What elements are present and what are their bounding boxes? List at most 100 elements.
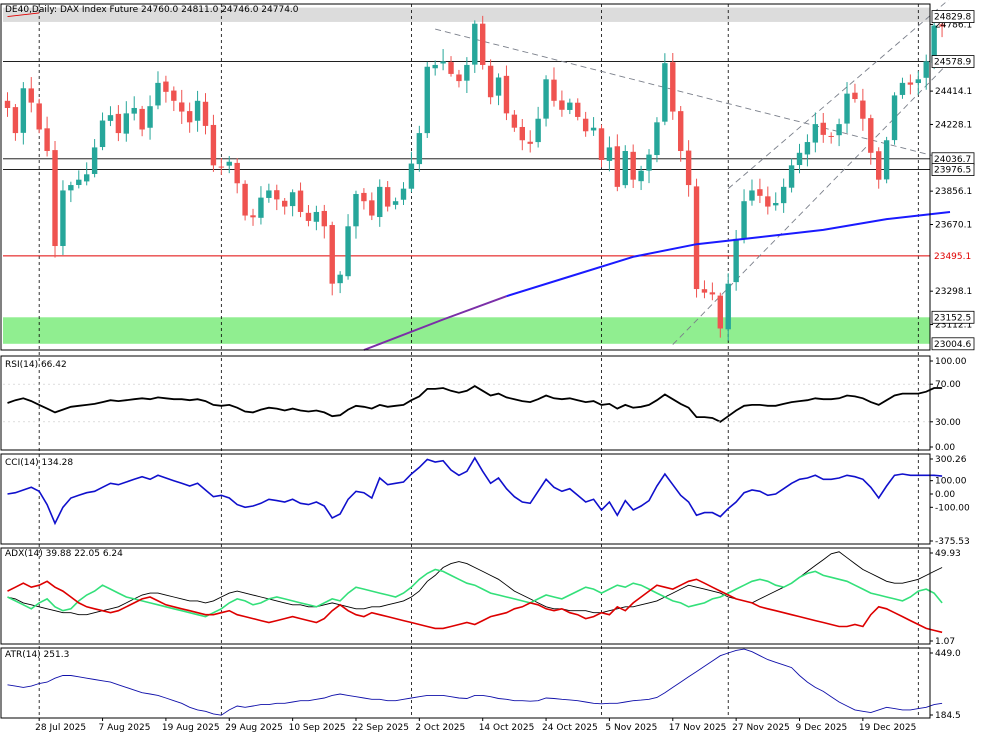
candle — [693, 178, 700, 298]
candle — [868, 114, 874, 165]
candle-body — [194, 100, 201, 121]
time-tick-label: 28 Jul 2025 — [35, 723, 86, 733]
candle — [907, 74, 914, 95]
candle — [915, 71, 921, 95]
candle — [115, 105, 122, 142]
price-tag-box — [931, 55, 975, 68]
candle — [876, 147, 882, 189]
candle-body — [590, 127, 597, 131]
candle-body — [147, 106, 153, 128]
candle — [836, 118, 842, 147]
candle-body — [575, 102, 581, 117]
candle — [495, 73, 502, 106]
price-tag-label: 23004.6 — [934, 340, 971, 350]
candle — [503, 65, 510, 121]
candle-body — [266, 190, 272, 198]
cci-tick: 300.26 — [935, 455, 967, 465]
candle-body — [899, 82, 906, 95]
price-tag: 24829.8 — [931, 10, 975, 23]
candle-body — [480, 23, 486, 65]
lower-channel-line — [672, 61, 951, 345]
time-tick-label: 10 Sep 2025 — [289, 723, 346, 733]
candle-body — [868, 118, 874, 153]
candle-body — [84, 174, 90, 182]
price-tick: 23670.1 — [935, 220, 972, 230]
candle — [345, 214, 351, 280]
candle — [678, 106, 684, 162]
price-tag-label: 24578.9 — [934, 58, 971, 68]
candle-body — [685, 150, 692, 186]
price-pane-frame — [0, 3, 931, 351]
candle — [670, 52, 676, 120]
price-tag-label: 23976.5 — [934, 166, 971, 176]
candle — [883, 136, 890, 184]
candle — [828, 132, 834, 144]
cci-line — [7, 456, 943, 526]
candle-body — [305, 212, 312, 221]
candle — [788, 158, 795, 193]
candle-body — [76, 179, 82, 185]
candle — [179, 89, 185, 124]
cci-tick: -100.00 — [935, 503, 970, 513]
candle — [226, 156, 232, 174]
candle — [464, 57, 470, 94]
rsi-tick: 0.00 — [935, 443, 955, 453]
candle — [448, 56, 454, 77]
candle — [155, 71, 161, 110]
candle-body — [788, 165, 795, 188]
candle — [337, 271, 343, 294]
candle — [614, 134, 621, 192]
candle-body — [654, 122, 660, 156]
zones-layer — [3, 7, 930, 344]
price-tick: 23112.1 — [935, 321, 972, 331]
candle — [147, 95, 153, 140]
atr-tick: 184.5 — [935, 711, 961, 721]
candle-body — [519, 126, 525, 141]
candle-body — [12, 107, 19, 134]
candle — [84, 162, 90, 186]
candle — [28, 77, 34, 113]
candle — [369, 192, 375, 221]
price-tag-box — [931, 337, 975, 351]
candle — [487, 59, 494, 105]
candle — [194, 90, 201, 132]
candle-body — [186, 111, 193, 123]
rsi-tick: 100.00 — [935, 357, 967, 367]
candle-body — [218, 166, 225, 168]
candle-body — [123, 113, 129, 134]
candle-body — [804, 142, 811, 155]
candle-body — [939, 24, 945, 27]
price-tag-label: 23495.1 — [934, 252, 971, 262]
atr-line — [7, 648, 943, 716]
candle-body — [464, 64, 470, 81]
candle — [519, 119, 525, 151]
candle — [527, 130, 533, 153]
candle-body — [369, 200, 375, 216]
candle — [361, 188, 367, 210]
candle — [725, 273, 731, 341]
candle-body — [384, 187, 391, 207]
price-tag-label: 24036.7 — [934, 155, 971, 165]
ma-edge-line — [7, 12, 40, 17]
candle — [844, 82, 850, 133]
candle-body — [392, 201, 399, 205]
candle-body — [765, 196, 771, 207]
candle — [258, 186, 264, 225]
candle — [36, 98, 42, 134]
candle-body — [495, 77, 502, 96]
candle — [44, 116, 50, 157]
time-tick-label: 9 Dec 2025 — [796, 723, 848, 733]
ma-line-early — [363, 295, 507, 351]
candle-body — [353, 194, 359, 227]
candle-body — [377, 186, 383, 218]
candle — [377, 179, 383, 227]
candle-body — [472, 23, 478, 65]
candle-body — [717, 295, 723, 329]
candle — [99, 112, 106, 151]
candle-body — [440, 61, 446, 64]
candle-body — [131, 107, 137, 114]
candle — [717, 292, 723, 338]
